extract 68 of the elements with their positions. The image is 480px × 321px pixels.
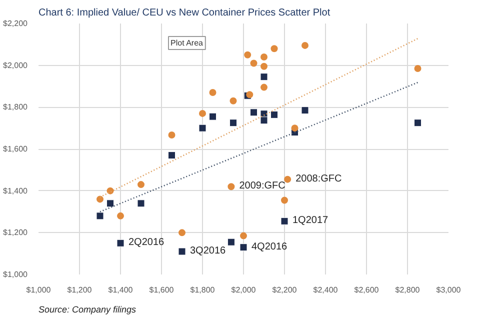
point [209, 112, 216, 120]
x-tick-label: $2,600 [354, 286, 380, 294]
point [168, 131, 176, 138]
chart-title: Chart 6: Implied Value/ CEU vs New Container Prices Scatter Plot [38, 8, 330, 18]
point [117, 212, 124, 220]
point [230, 97, 237, 104]
x-tick-label: $1,600 [149, 286, 174, 294]
point [178, 248, 186, 256]
point [228, 183, 235, 190]
point [116, 239, 124, 247]
point [270, 110, 278, 118]
point [284, 176, 292, 183]
x-tick-label: $1,200 [67, 286, 92, 294]
point [270, 45, 278, 52]
point [246, 91, 254, 98]
point [301, 106, 309, 114]
x-tick-label: $1,800 [190, 286, 216, 294]
x-tick-label: $2,400 [313, 286, 338, 294]
source-note: Source: Company filings [38, 304, 137, 314]
y-tick-label: $1,200 [3, 228, 28, 238]
point [138, 181, 144, 188]
point [260, 116, 268, 124]
point [199, 110, 206, 117]
point [414, 64, 422, 72]
point [137, 200, 145, 208]
point [106, 200, 114, 208]
point [240, 232, 247, 240]
y-tick-label: $2,200 [3, 19, 28, 28]
point [244, 51, 252, 58]
y-tick-label: $1,000 [3, 270, 28, 279]
point [260, 73, 268, 81]
point [227, 238, 235, 246]
x-tick-label: $1,000 [26, 286, 52, 294]
point [198, 124, 206, 132]
point [250, 108, 258, 116]
point [260, 53, 268, 60]
y-tick-label: $2,000 [3, 60, 28, 70]
point [96, 212, 104, 220]
annotation: 3Q2016 [190, 245, 226, 256]
point [260, 84, 268, 91]
annotation: 2Q2016 [128, 237, 165, 248]
point [414, 119, 422, 127]
y-tick-label: $1,800 [3, 102, 28, 112]
point [230, 119, 237, 127]
annotation: 2009:GFC [239, 180, 286, 192]
point [178, 229, 186, 236]
point [168, 152, 176, 160]
x-tick-label: $2,200 [272, 286, 298, 294]
point [260, 62, 268, 70]
y-tick-label: $1,400 [3, 186, 28, 196]
x-tick-label: $2,000 [231, 286, 256, 294]
annotation: 4Q2016 [252, 241, 288, 252]
point [280, 217, 288, 225]
annotation: 1Q2017 [292, 215, 329, 226]
point [302, 42, 308, 49]
point [291, 124, 298, 132]
x-tick-label: $1,400 [108, 286, 134, 294]
point [96, 196, 104, 203]
y-tick-label: $1,600 [3, 144, 28, 154]
point [209, 89, 216, 96]
annotation: Plot Area [170, 38, 204, 48]
point [240, 244, 248, 252]
point [106, 187, 114, 194]
x-tick-label: $3,000 [436, 286, 462, 294]
x-tick-label: $2,800 [395, 286, 420, 294]
point [250, 60, 258, 67]
point [281, 196, 288, 204]
annotation: 2008:GFC [296, 173, 342, 184]
